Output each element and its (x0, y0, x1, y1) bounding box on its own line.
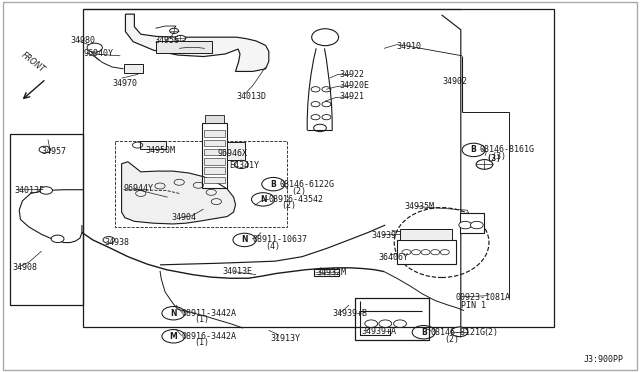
Bar (314, 269, 339, 276)
Text: N: N (260, 195, 266, 204)
Bar (400, 229, 452, 240)
Bar (10, 134, 83, 305)
Bar (202, 123, 227, 188)
Bar (124, 64, 143, 73)
Circle shape (476, 160, 493, 169)
Bar (140, 141, 166, 149)
Circle shape (379, 320, 392, 327)
Bar (156, 41, 212, 53)
Bar (205, 115, 224, 123)
Bar (204, 177, 225, 183)
Text: 08146-8121G: 08146-8121G (430, 328, 485, 337)
Text: 34922: 34922 (339, 70, 364, 79)
Circle shape (234, 160, 248, 169)
Text: 34904: 34904 (172, 213, 196, 222)
Bar (204, 167, 225, 174)
Text: 08146-8161G: 08146-8161G (480, 145, 535, 154)
Bar (204, 158, 225, 165)
Text: 34939: 34939 (371, 231, 396, 240)
Bar (397, 240, 456, 264)
Text: 34013D: 34013D (237, 92, 267, 101)
Text: 96940Y: 96940Y (83, 49, 113, 58)
Text: 34932M: 34932M (316, 268, 346, 277)
Text: 96944Y: 96944Y (124, 184, 154, 193)
Bar (204, 130, 225, 137)
Text: 08911-10637: 08911-10637 (253, 235, 308, 244)
Text: (3): (3) (486, 154, 501, 163)
Text: B: B (471, 145, 476, 154)
Text: 34939+B: 34939+B (332, 309, 367, 318)
Text: 31913Y: 31913Y (271, 334, 301, 343)
Circle shape (394, 320, 406, 327)
Text: 34970: 34970 (112, 79, 137, 88)
Bar (204, 140, 225, 146)
Bar (460, 213, 484, 232)
Text: PIN 1: PIN 1 (461, 301, 486, 310)
Bar (355, 298, 429, 340)
Polygon shape (122, 162, 236, 224)
Circle shape (51, 235, 64, 243)
Text: J3:900PP: J3:900PP (584, 355, 624, 364)
Circle shape (40, 187, 52, 194)
Text: 34939+A: 34939+A (361, 327, 396, 336)
Text: (2): (2) (486, 154, 500, 163)
Text: (2): (2) (291, 187, 306, 196)
Circle shape (175, 35, 186, 41)
Text: M: M (170, 332, 177, 341)
Bar (204, 149, 225, 155)
Text: 34935M: 34935M (404, 202, 435, 211)
Circle shape (451, 327, 468, 337)
Text: 34920E: 34920E (339, 81, 369, 90)
Text: (4): (4) (266, 242, 280, 251)
Text: (1): (1) (195, 315, 209, 324)
Text: (1): (1) (195, 339, 209, 347)
Circle shape (39, 146, 51, 153)
Text: 34956: 34956 (155, 36, 180, 45)
Text: 08146-6122G: 08146-6122G (280, 180, 335, 189)
Text: 34950M: 34950M (145, 146, 175, 155)
Circle shape (87, 43, 102, 52)
Text: 08916-3442A: 08916-3442A (182, 332, 237, 341)
Text: (2): (2) (282, 201, 296, 210)
Text: N: N (241, 235, 248, 244)
Circle shape (459, 221, 472, 229)
Text: 08916-43542: 08916-43542 (269, 195, 324, 204)
Text: B: B (271, 180, 276, 189)
Text: 34957: 34957 (42, 147, 67, 156)
Text: 36406Y: 36406Y (378, 253, 408, 262)
Circle shape (103, 237, 115, 243)
Text: (3): (3) (492, 153, 506, 161)
Text: 34013E: 34013E (222, 267, 252, 276)
Text: 34013F: 34013F (14, 186, 44, 195)
Bar (83, 9, 554, 327)
Bar (227, 142, 245, 160)
Polygon shape (125, 14, 269, 71)
Text: 34910: 34910 (397, 42, 422, 51)
Text: 34938: 34938 (104, 238, 129, 247)
Text: 34902: 34902 (443, 77, 468, 86)
Text: E4341Y: E4341Y (229, 161, 259, 170)
Text: (2): (2) (483, 328, 498, 337)
Text: (2): (2) (444, 335, 459, 344)
Text: B: B (421, 328, 426, 337)
Text: 34908: 34908 (13, 263, 38, 272)
Text: 34980: 34980 (70, 36, 95, 45)
Text: N: N (170, 309, 177, 318)
Circle shape (365, 320, 378, 327)
Text: 34921: 34921 (339, 92, 364, 101)
Ellipse shape (312, 29, 339, 46)
Text: 00923-1081A: 00923-1081A (456, 293, 511, 302)
Text: 08911-3442A: 08911-3442A (182, 309, 237, 318)
Circle shape (470, 221, 483, 229)
Text: 96946X: 96946X (218, 149, 248, 158)
Text: FRONT: FRONT (20, 51, 47, 74)
